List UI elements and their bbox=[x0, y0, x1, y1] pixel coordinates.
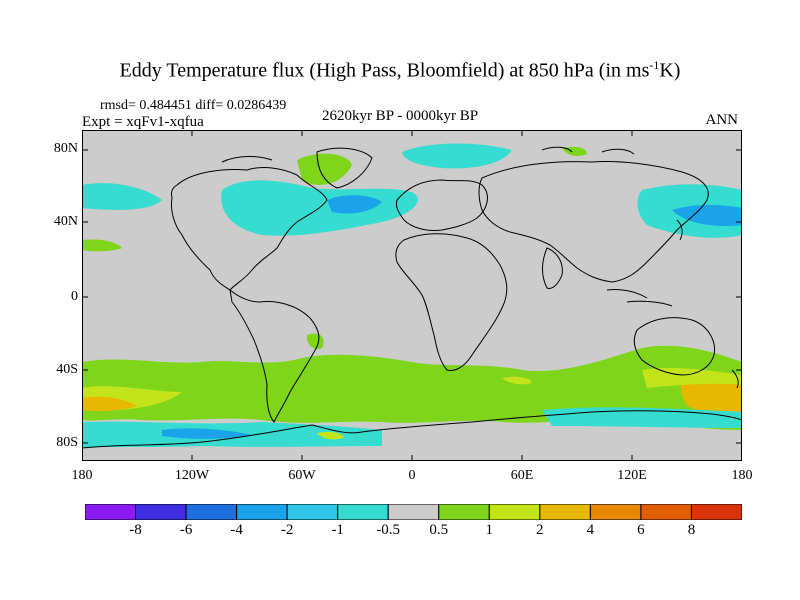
arctic-positive-field bbox=[297, 153, 352, 185]
title-end: K) bbox=[659, 59, 681, 82]
colorbar-segment bbox=[589, 504, 642, 520]
coast-europe bbox=[395, 179, 488, 231]
southern-ocean-orange-field bbox=[82, 396, 137, 412]
lon-label-180w: 180 bbox=[71, 468, 93, 483]
colorbar-segment bbox=[85, 504, 137, 520]
period-label: 2620kyr BP - 0000kyr BP bbox=[321, 108, 479, 124]
coast-japan bbox=[676, 219, 683, 241]
lat-label-80n: 80N bbox=[53, 141, 78, 156]
north-pacific-right-core bbox=[672, 204, 742, 227]
lon-label-60e: 60E bbox=[510, 468, 534, 483]
axis-ticks bbox=[82, 130, 742, 461]
colorbar-label: -0.5 bbox=[376, 522, 401, 538]
south-pacific-yellow-small bbox=[317, 431, 344, 440]
lat-label-40n: 40N bbox=[53, 214, 78, 229]
colorbar-segment bbox=[387, 504, 440, 520]
title-superscript: -1 bbox=[649, 58, 660, 72]
colorbar-label: -4 bbox=[230, 522, 243, 538]
coast-africa bbox=[395, 233, 508, 371]
colorbar bbox=[85, 504, 742, 520]
colorbar-segment bbox=[539, 504, 591, 520]
colorbar-segment bbox=[640, 504, 692, 520]
colorbar-segment bbox=[438, 504, 490, 520]
colorbar-segment bbox=[690, 504, 742, 520]
coast-india bbox=[542, 247, 563, 289]
coast-new-zealand bbox=[731, 369, 739, 389]
south-america-positive bbox=[306, 333, 324, 350]
lon-label-120w: 120W bbox=[174, 468, 210, 483]
title-main: Eddy Temperature flux (High Pass, Bloomf… bbox=[119, 59, 650, 82]
map-frame bbox=[82, 130, 742, 461]
lon-label-180e: 180 bbox=[731, 468, 753, 483]
colorbar-segment bbox=[185, 504, 238, 520]
colorbar-label: -2 bbox=[280, 522, 294, 538]
stats-text: rmsd= 0.484451 diff= 0.0286439 bbox=[100, 98, 287, 113]
colorbar-segment bbox=[488, 504, 541, 520]
anomaly-fields bbox=[82, 143, 742, 448]
lat-label-40s: 40S bbox=[56, 362, 78, 377]
lon-label-60w: 60W bbox=[288, 468, 316, 483]
map-panel bbox=[82, 130, 742, 461]
lon-label-0: 0 bbox=[408, 468, 416, 483]
experiment-label: Expt = xqFv1-xqfua bbox=[82, 114, 204, 130]
plot-title: Eddy Temperature flux (High Pass, Bloomf… bbox=[0, 58, 800, 83]
arctic-negative-field bbox=[402, 143, 512, 169]
colorbar-segment bbox=[286, 504, 339, 520]
lat-label-0: 0 bbox=[71, 289, 78, 304]
southern-ocean-orange-right bbox=[680, 377, 742, 421]
coast-south-america bbox=[229, 288, 320, 423]
south-central-yellow bbox=[502, 376, 532, 385]
colorbar-label: -1 bbox=[331, 522, 344, 538]
colorbar-label: 6 bbox=[637, 522, 645, 538]
coast-arctic-islands bbox=[221, 146, 635, 163]
colorbar-label: -8 bbox=[129, 522, 142, 538]
pacific-positive-field bbox=[82, 239, 122, 252]
antarctic-core-negative bbox=[162, 428, 252, 439]
coast-greenland bbox=[316, 147, 373, 189]
lon-label-120e: 120E bbox=[617, 468, 647, 483]
north-atlantic-core-field bbox=[327, 195, 382, 214]
season-label: ANN bbox=[705, 112, 739, 128]
coast-indonesia bbox=[606, 289, 673, 307]
coastlines bbox=[82, 146, 742, 449]
coast-antarctica bbox=[82, 410, 742, 449]
colorbar-label: 0.5 bbox=[429, 522, 449, 538]
colorbar-label: 4 bbox=[586, 522, 595, 538]
colorbar-label: 8 bbox=[687, 522, 696, 538]
coast-north-america bbox=[171, 167, 328, 291]
colorbar-label: -6 bbox=[179, 522, 193, 538]
coast-australia bbox=[633, 317, 716, 376]
colorbar-label: 2 bbox=[536, 522, 544, 538]
colorbar-segment bbox=[135, 504, 187, 520]
colorbar-label: 1 bbox=[485, 522, 494, 538]
colorbar-segment bbox=[236, 504, 288, 520]
north-pacific-left-field bbox=[82, 183, 162, 210]
lat-label-80s: 80S bbox=[56, 435, 78, 450]
colorbar-segment bbox=[337, 504, 389, 520]
coast-asia bbox=[478, 161, 709, 283]
